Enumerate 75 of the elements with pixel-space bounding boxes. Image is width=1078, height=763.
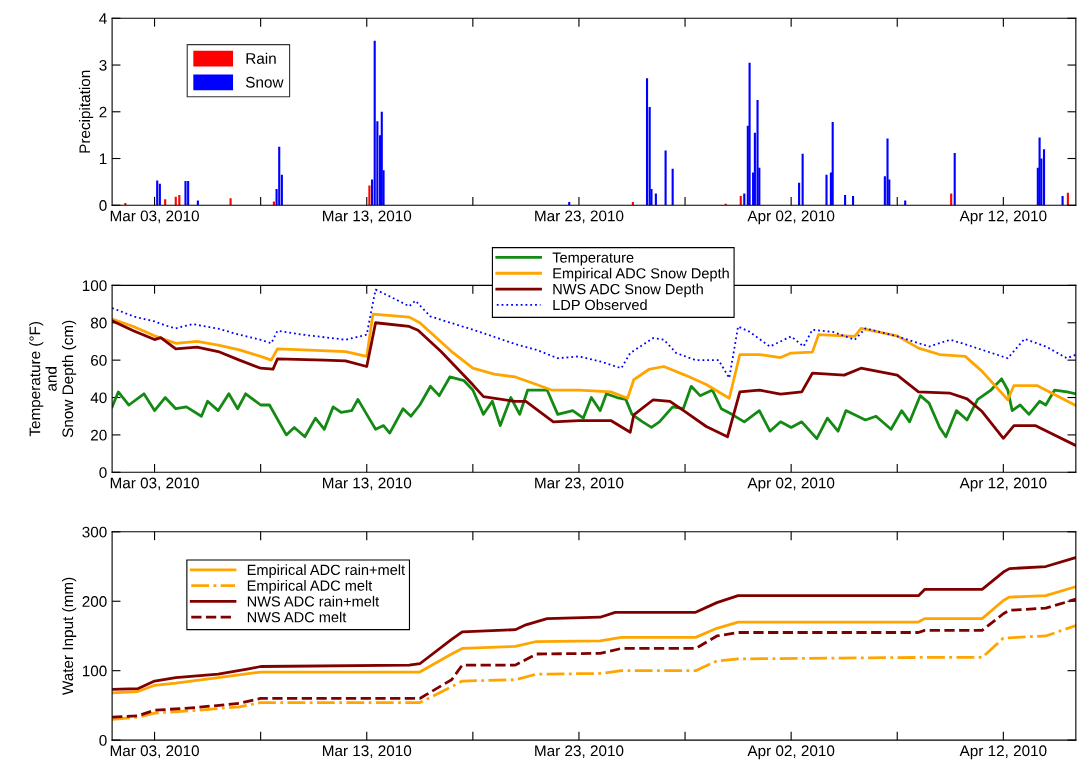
x-tick-label: Apr 12, 2010 — [959, 477, 1047, 492]
bar — [1061, 195, 1064, 206]
line-series — [112, 597, 1076, 719]
legend-label: Empirical ADC Snow Depth — [553, 267, 729, 282]
bar — [664, 150, 667, 206]
x-tick-label: Mar 13, 2010 — [322, 477, 412, 491]
bar — [953, 152, 956, 206]
y-tick-label: 200 — [82, 596, 107, 607]
bar — [156, 180, 159, 206]
y-axis-title: Water Input (mm) — [61, 577, 77, 696]
bar — [798, 182, 801, 206]
bar — [178, 194, 181, 206]
bar — [739, 195, 742, 206]
y-tick-label: 300 — [82, 526, 107, 538]
bar — [645, 78, 649, 206]
y-tick-label: 4 — [99, 13, 107, 24]
x-tick-label: Mar 23, 2010 — [535, 210, 624, 224]
legend-label: Empirical ADC melt — [247, 580, 373, 594]
bar — [851, 195, 855, 206]
y-tick-label: 100 — [82, 665, 107, 677]
x-tick-label: Apr 02, 2010 — [747, 477, 835, 492]
y-tick-label: 0 — [99, 200, 107, 211]
bar — [158, 183, 161, 206]
bar — [164, 199, 167, 206]
y-tick-label: 80 — [90, 317, 107, 329]
x-tick-label: Apr 02, 2010 — [747, 745, 835, 760]
bar — [229, 198, 232, 206]
bar — [756, 100, 759, 206]
bar — [373, 40, 376, 206]
bar — [671, 168, 674, 206]
legend-label: Empirical ADC rain+melt — [247, 564, 405, 578]
bar — [831, 122, 834, 206]
line-series — [112, 375, 1076, 441]
y-tick-label: 40 — [90, 392, 107, 404]
bar — [801, 153, 804, 206]
bar — [368, 185, 371, 206]
y-tick-label: 0 — [99, 734, 107, 746]
bar — [825, 174, 828, 206]
y-axis-title: Temperature (°F) and Snow Depth (cm) — [29, 320, 77, 438]
bar — [278, 146, 281, 206]
bar — [748, 62, 751, 206]
x-tick-label: Mar 13, 2010 — [322, 210, 412, 224]
y-tick-label: 100 — [82, 280, 107, 292]
legend-label: Temperature — [552, 252, 634, 266]
y-tick-label: 0 — [99, 467, 107, 478]
x-tick-label: Apr 02, 2010 — [747, 210, 835, 225]
y-tick-label: 20 — [91, 429, 107, 441]
y-tick-label: 2 — [99, 106, 107, 118]
y-tick-label: 1 — [99, 153, 107, 165]
x-tick-label: Mar 03, 2010 — [110, 210, 199, 224]
line-series — [112, 624, 1076, 721]
x-tick-label: Mar 23, 2010 — [535, 745, 624, 758]
legend-label: NWS ADC melt — [247, 611, 347, 623]
line-series — [112, 556, 1076, 691]
bar — [886, 138, 889, 206]
line-series — [112, 319, 1076, 447]
legend-label: Rain — [246, 52, 276, 64]
x-tick-label: Apr 12, 2010 — [959, 210, 1047, 225]
x-tick-label: Mar 03, 2010 — [110, 477, 199, 491]
legend-label: NWS ADC Snow Depth — [553, 283, 703, 298]
y-tick-label: 60 — [91, 355, 107, 366]
x-tick-label: Mar 23, 2010 — [535, 477, 624, 491]
legend-label: NWS ADC rain+melt — [247, 595, 380, 607]
bar — [187, 180, 190, 206]
bar — [1042, 149, 1046, 206]
bar — [844, 194, 847, 206]
legend-label: LDP Observed — [553, 299, 647, 311]
x-tick-label: Apr 12, 2010 — [959, 745, 1047, 760]
y-tick-label: 3 — [99, 59, 107, 71]
bar — [184, 180, 187, 206]
x-tick-label: Mar 03, 2010 — [110, 745, 199, 758]
y-axis-title: Precipitation — [78, 70, 94, 153]
line-series — [112, 312, 1076, 407]
x-tick-label: Mar 13, 2010 — [322, 745, 412, 758]
legend-label: Snow — [245, 76, 284, 88]
